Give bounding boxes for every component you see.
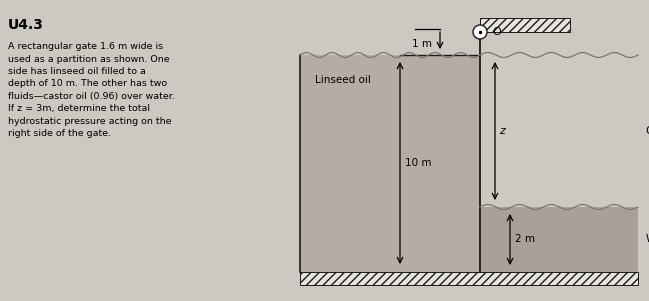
Bar [480,207,638,272]
Bar [300,55,480,272]
Text: 2 m: 2 m [515,234,535,244]
Bar [480,18,570,32]
Text: 1 m: 1 m [412,39,432,49]
Text: 10 m: 10 m [405,159,432,169]
Bar [300,272,638,285]
Text: Linseed oil: Linseed oil [315,75,371,85]
Text: Castor oil: Castor oil [646,126,649,136]
Text: Water: Water [646,234,649,244]
Circle shape [473,25,487,39]
Bar [480,55,638,207]
Text: U4.3: U4.3 [8,18,44,32]
Text: z: z [499,126,505,136]
Text: A rectangular gate 1.6 m wide is
used as a partition as shown. One
side has lins: A rectangular gate 1.6 m wide is used as… [8,42,175,138]
Text: O: O [492,27,501,37]
